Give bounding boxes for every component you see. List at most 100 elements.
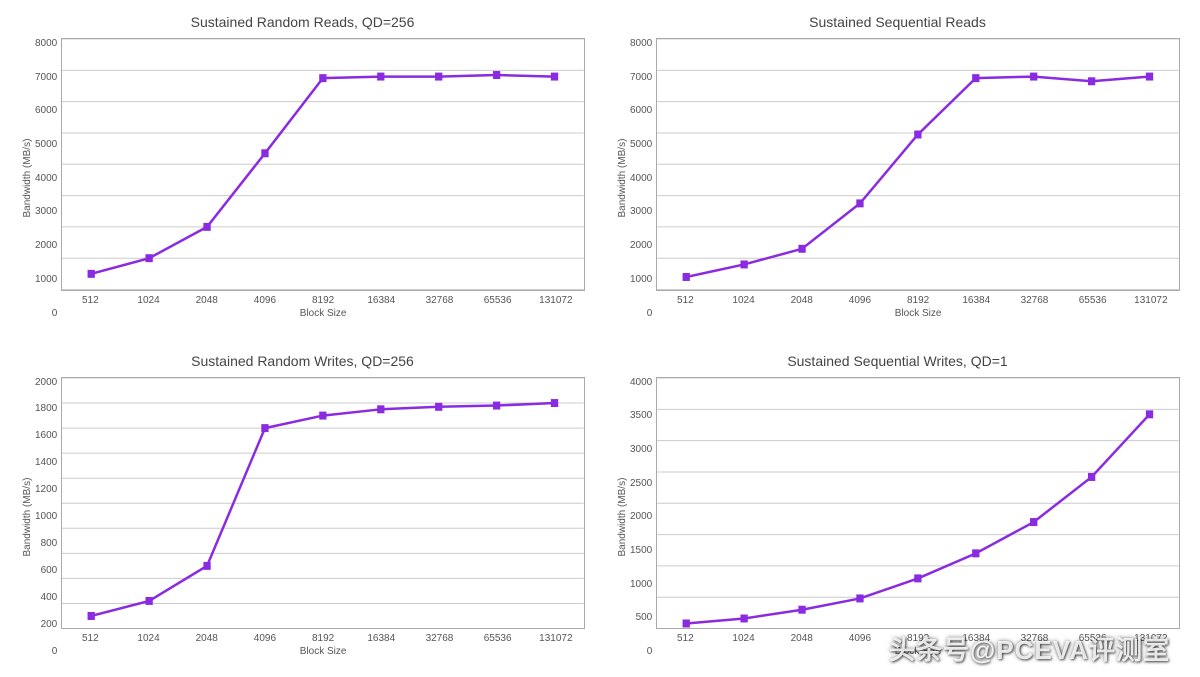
chart-random-reads: Sustained Random Reads, QD=256 Bandwidth…: [20, 10, 585, 319]
x-axis-label: Block Size: [656, 644, 1180, 657]
plot-wrap: 5121024204840968192163843276865536131072…: [656, 38, 1180, 319]
x-tick-label: 131072: [1122, 633, 1180, 644]
x-tick-label: 8192: [294, 295, 352, 306]
x-tick-label: 131072: [527, 633, 585, 644]
x-tick-label: 2048: [178, 633, 236, 644]
y-tick-label: 400: [35, 592, 57, 603]
chart-title: Sustained Sequential Reads: [615, 10, 1180, 38]
x-axis-label: Block Size: [61, 644, 585, 657]
x-tick-label: 4096: [831, 633, 889, 644]
x-tick-label: 1024: [714, 633, 772, 644]
x-axis-label: Block Size: [656, 306, 1180, 319]
y-tick-label: 3000: [35, 206, 57, 217]
x-tick-label: 1024: [119, 633, 177, 644]
y-tick-label: 500: [630, 612, 652, 623]
y-tick-label: 2000: [35, 240, 57, 251]
y-tick-label: 600: [35, 565, 57, 576]
x-tick-label: 65536: [469, 295, 527, 306]
y-tick-label: 3000: [630, 444, 652, 455]
y-tick-label: 6000: [35, 105, 57, 116]
x-tick-label: 16384: [352, 633, 410, 644]
x-tick-label: 65536: [1064, 633, 1122, 644]
y-axis-label: Bandwidth (MB/s): [615, 377, 630, 658]
x-tick-label: 1024: [119, 295, 177, 306]
chart-sequential-reads: Sustained Sequential Reads Bandwidth (MB…: [615, 10, 1180, 319]
x-tick-label: 131072: [1122, 295, 1180, 306]
y-tick-label: 2000: [630, 240, 652, 251]
plot-area: [61, 377, 585, 630]
x-tick-label: 1024: [714, 295, 772, 306]
plot-area: [656, 377, 1180, 630]
y-tick-label: 8000: [35, 38, 57, 49]
y-axis-ticks: 4000 3500 3000 2500 2000 1500 1000 500 0: [630, 377, 656, 658]
x-tick-label: 512: [656, 295, 714, 306]
y-tick-label: 2500: [630, 478, 652, 489]
y-tick-label: 4000: [630, 173, 652, 184]
x-axis-ticks: 5121024204840968192163843276865536131072: [61, 291, 585, 306]
x-tick-label: 131072: [527, 295, 585, 306]
y-tick-label: 800: [35, 538, 57, 549]
y-tick-label: 1000: [630, 274, 652, 285]
x-tick-label: 16384: [947, 295, 1005, 306]
y-axis-ticks: 800070006000500040003000200010000: [35, 38, 61, 319]
plot-area: [656, 38, 1180, 291]
x-tick-label: 32768: [1005, 295, 1063, 306]
y-tick-label: 2000: [35, 377, 57, 388]
y-tick-label: 0: [630, 646, 652, 657]
chart-body: Bandwidth (MB/s) 80007000600050004000300…: [20, 38, 585, 319]
y-tick-label: 1000: [35, 274, 57, 285]
y-tick-label: 5000: [630, 139, 652, 150]
y-tick-label: 1600: [35, 430, 57, 441]
x-tick-label: 16384: [947, 633, 1005, 644]
chart-title: Sustained Random Reads, QD=256: [20, 10, 585, 38]
y-axis-ticks: 800070006000500040003000200010000: [630, 38, 656, 319]
x-tick-label: 65536: [1064, 295, 1122, 306]
x-tick-label: 512: [656, 633, 714, 644]
y-axis-label: Bandwidth (MB/s): [20, 38, 35, 319]
y-tick-label: 6000: [630, 105, 652, 116]
x-tick-label: 512: [61, 633, 119, 644]
x-tick-label: 2048: [178, 295, 236, 306]
chart-grid: Sustained Random Reads, QD=256 Bandwidth…: [0, 0, 1200, 677]
y-tick-label: 4000: [630, 377, 652, 388]
plot-wrap: 5121024204840968192163843276865536131072…: [61, 38, 585, 319]
chart-title: Sustained Random Writes, QD=256: [20, 349, 585, 377]
y-tick-label: 7000: [35, 72, 57, 83]
x-tick-label: 2048: [773, 295, 831, 306]
y-tick-label: 1400: [35, 457, 57, 468]
x-tick-label: 2048: [773, 633, 831, 644]
x-tick-label: 65536: [469, 633, 527, 644]
y-axis-label: Bandwidth (MB/s): [20, 377, 35, 658]
plot-wrap: 5121024204840968192163843276865536131072…: [61, 377, 585, 658]
y-tick-label: 0: [35, 308, 57, 319]
chart-title: Sustained Sequential Writes, QD=1: [615, 349, 1180, 377]
y-tick-label: 1000: [630, 579, 652, 590]
y-tick-label: 1800: [35, 403, 57, 414]
chart-body: Bandwidth (MB/s) 2000 1800 1600 1400 1200 100…: [20, 377, 585, 658]
x-axis-ticks: 5121024204840968192163843276865536131072: [656, 629, 1180, 644]
x-tick-label: 8192: [889, 295, 947, 306]
x-tick-label: 8192: [294, 633, 352, 644]
x-tick-label: 4096: [831, 295, 889, 306]
y-tick-label: 1000: [35, 511, 57, 522]
chart-random-writes: Sustained Random Writes, QD=256 Bandwidt…: [20, 349, 585, 658]
x-tick-label: 4096: [236, 633, 294, 644]
x-tick-label: 512: [61, 295, 119, 306]
y-tick-label: 4000: [35, 173, 57, 184]
y-tick-label: 0: [630, 308, 652, 319]
x-axis-ticks: 5121024204840968192163843276865536131072: [656, 291, 1180, 306]
y-axis-label: Bandwidth (MB/s): [615, 38, 630, 319]
y-tick-label: 200: [35, 619, 57, 630]
x-tick-label: 16384: [352, 295, 410, 306]
y-tick-label: 1200: [35, 484, 57, 495]
y-tick-label: 3500: [630, 410, 652, 421]
chart-sequential-writes: Sustained Sequential Writes, QD=1 Bandwi…: [615, 349, 1180, 658]
chart-body: Bandwidth (MB/s) 4000 3500 3000 2500 2000 150…: [615, 377, 1180, 658]
y-tick-label: 1500: [630, 545, 652, 556]
plot-area: [61, 38, 585, 291]
y-tick-label: 2000: [630, 511, 652, 522]
x-axis-label: Block Size: [61, 306, 585, 319]
x-axis-ticks: 5121024204840968192163843276865536131072: [61, 629, 585, 644]
x-tick-label: 32768: [1005, 633, 1063, 644]
y-tick-label: 8000: [630, 38, 652, 49]
